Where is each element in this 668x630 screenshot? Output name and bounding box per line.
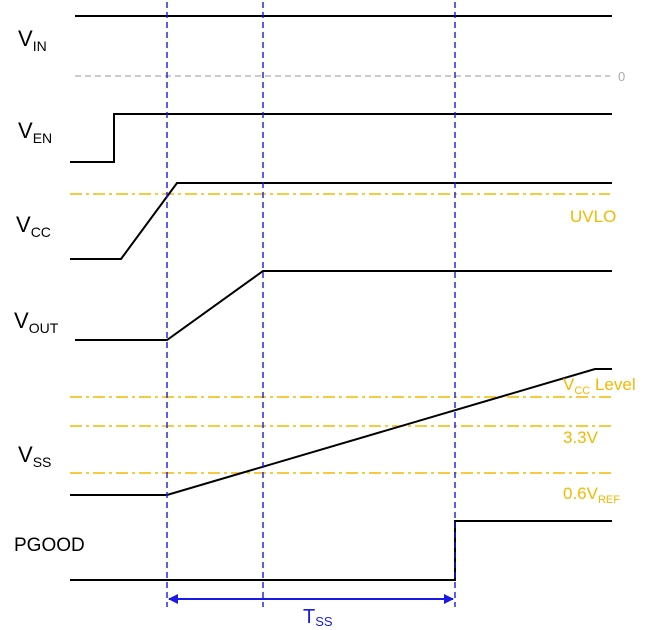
vref-label: 0.6VREF xyxy=(563,484,620,506)
pgood-label: PGOOD xyxy=(14,535,85,556)
tss-label: TSS xyxy=(303,606,333,629)
zero-label: 0 xyxy=(618,69,625,84)
vin-label: VIN xyxy=(18,26,47,54)
v33-label: 3.3V xyxy=(563,428,599,447)
ven-waveform xyxy=(70,113,612,163)
vss-waveform xyxy=(70,368,612,496)
vout-waveform xyxy=(75,270,612,341)
vss-label: VSS xyxy=(18,442,51,470)
vcc-waveform xyxy=(70,182,612,260)
vcc-level-label: VCC Level xyxy=(563,375,636,397)
vout-label: VOUT xyxy=(14,308,59,336)
vcc-label: VCC xyxy=(16,212,51,240)
pgood-waveform xyxy=(70,520,612,581)
ven-label: VEN xyxy=(18,118,52,146)
uvlo-label: UVLO xyxy=(570,207,616,226)
